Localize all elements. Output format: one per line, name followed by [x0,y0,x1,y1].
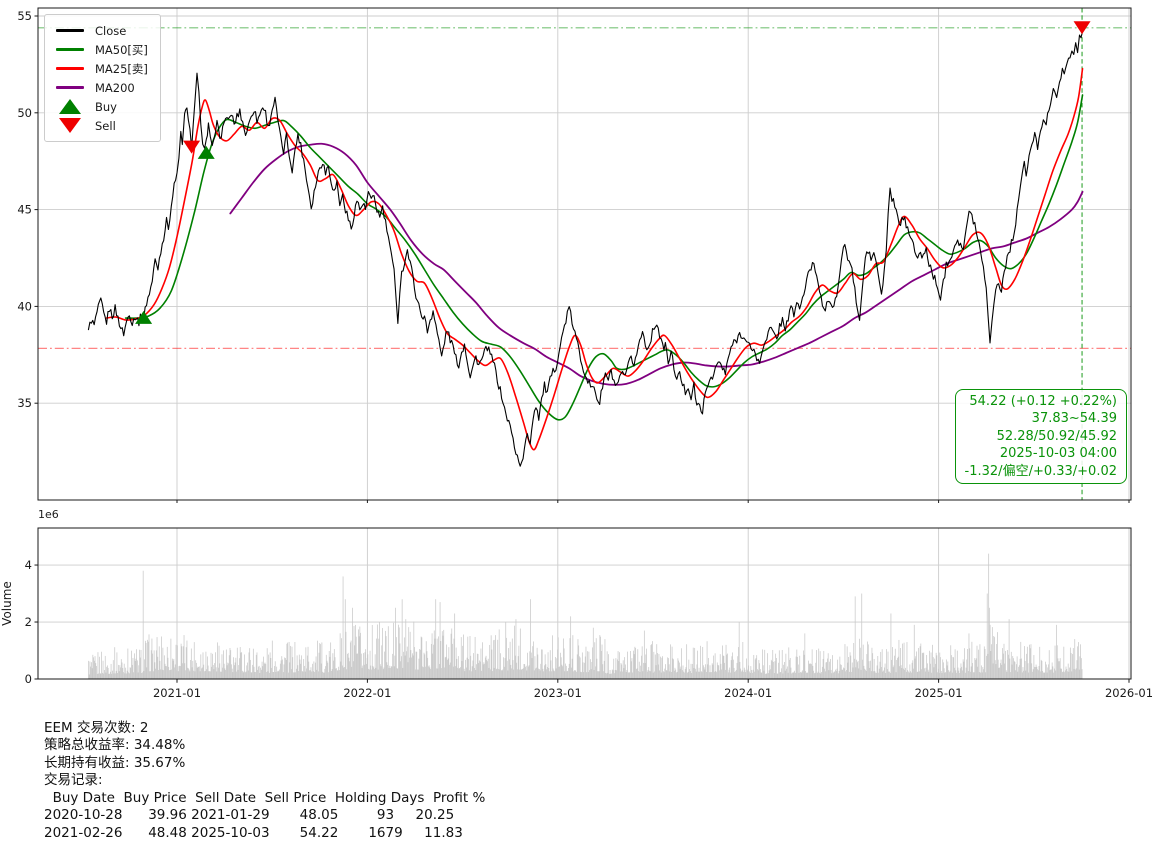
gridlines [38,8,1131,679]
trade-table-row: 2021-02-26 48.48 2025-10-03 54.22 1679 1… [44,824,463,841]
legend-item: MA200 [53,78,148,97]
series-MA25 [105,67,1084,451]
legend-label: Close [95,23,127,38]
annotation-line: 37.83~54.39 [1031,411,1117,427]
buy-marker [197,145,215,159]
legend-line-swatch [53,86,87,89]
legend-item: MA25[卖] [53,59,148,78]
x-tick-label: 2026-01 [1105,686,1153,700]
price-series [87,30,1084,467]
stats-block: EEM 交易次数: 2 策略总收益率: 34.48% 长期持有收益: 35.67… [44,720,485,842]
sell-marker [183,140,201,154]
annotation-line: 54.22 (+0.12 +0.22%) [969,394,1117,409]
legend-label: MA25[卖] [95,61,148,76]
axes-spines [37,7,1132,680]
svg-text:50: 50 [17,106,32,120]
svg-text:2: 2 [25,615,32,629]
chart-svg: 35 40 45 50 55 0 2 4 2021-01 2022-01 2023-01 2024-0… [0,7,1153,700]
tick-labels: 35 40 45 50 55 0 2 4 2021-01 2022-01 2023-01 2024-0… [0,9,1153,700]
annotation-box: 54.22 (+0.12 +0.22%) 37.83~54.39 52.28/50.… [954,389,1127,485]
trade-markers [135,21,1091,324]
legend-label: Buy [95,99,117,114]
legend-item: Sell [53,116,148,135]
legend-label: MA50[买] [95,42,148,57]
volume-scale-label: 1e6 [38,508,59,521]
svg-text:55: 55 [17,9,32,23]
series-close [87,30,1084,467]
svg-text:35: 35 [17,396,32,410]
annotation-line: 52.28/50.92/45.92 [996,428,1117,444]
x-tick-label: 2023-01 [534,686,582,700]
legend-item: Close [53,21,148,40]
stats-trade-log-title: 交易记录: [44,772,103,789]
volume-axis-label: Volume [0,581,14,626]
annotation-line: -1.32/偏空/+0.33/+0.02 [964,463,1117,479]
legend-label: Sell [95,118,116,133]
legend: Close MA50[买] MA25[卖] MA200 Buy Sell [44,14,161,142]
trade-table-row: 2020-10-28 39.96 2021-01-29 48.05 93 20.… [44,807,455,824]
x-tick-label: 2024-01 [724,686,772,700]
stats-trade-count: EEM 交易次数: 2 [44,720,149,736]
trade-table-header: Buy Date Buy Price Sell Date Sell Price … [44,789,486,806]
triangle-down-icon [53,118,87,133]
svg-text:45: 45 [17,203,32,217]
annotation-line: 2025-10-03 04:00 [999,446,1117,462]
svg-text:4: 4 [25,558,32,572]
stats-strategy-return: 策略总收益率: 34.48% [44,737,186,754]
legend-line-swatch [53,29,87,32]
x-tick-label: 2022-01 [343,686,391,700]
stats-buyhold-return: 长期持有收益: 35.67% [44,754,186,771]
legend-label: MA200 [95,80,135,95]
svg-text:0: 0 [25,672,32,686]
svg-text:40: 40 [17,299,32,313]
triangle-up-icon [53,99,87,114]
series-MA200 [229,142,1084,386]
sell-marker [1073,21,1091,35]
legend-line-swatch [53,48,87,51]
legend-item: Buy [53,97,148,116]
series-MA50 [124,94,1084,421]
legend-item: MA50[买] [53,40,148,59]
volume-bars [88,553,1083,679]
buy-marker [135,310,153,324]
legend-line-swatch [53,67,87,70]
x-tick-label: 2025-01 [915,686,963,700]
x-tick-label: 2021-01 [153,686,201,700]
